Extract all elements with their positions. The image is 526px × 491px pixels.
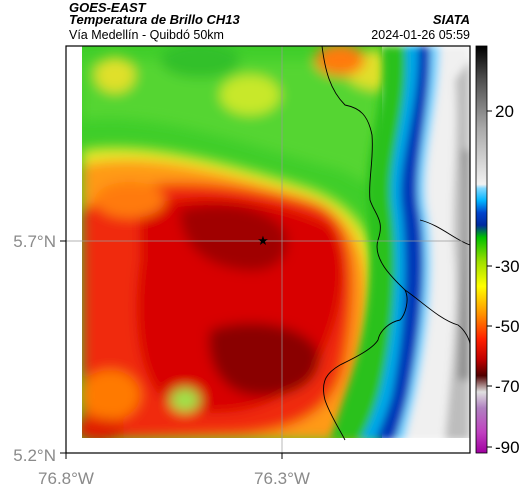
lon-tick-label: 76.3°W [254,469,310,488]
map-frame [65,45,471,454]
colorbar-label: 20 [495,102,514,121]
boundary-lines [321,46,470,441]
axis-ticks [60,240,283,459]
graticule [66,46,470,453]
colorbar: 20 -30 -50 -70 -90 [475,45,520,457]
colorbar-label: -90 [495,438,520,457]
colorbar-label: -70 [495,377,520,396]
product-title: Temperatura de Brillo CH13 [69,12,240,27]
lat-tick-label: 5.2°N [13,446,56,465]
colorbar-label: -30 [495,257,520,276]
lat-tick-label: 5.7°N [13,232,56,251]
brightness-temperature-field [66,46,470,453]
colorbar-label: -50 [495,317,520,336]
region-subtitle: Vía Medellín - Quibdó 50km [69,28,224,42]
timestamp: 2024-01-26 05:59 [371,28,470,42]
lon-tick-label: 76.8°W [38,469,94,488]
star-icon: ★ [257,234,269,249]
satellite-source: GOES-EAST [69,0,146,15]
organization-label: SIATA [432,12,470,27]
